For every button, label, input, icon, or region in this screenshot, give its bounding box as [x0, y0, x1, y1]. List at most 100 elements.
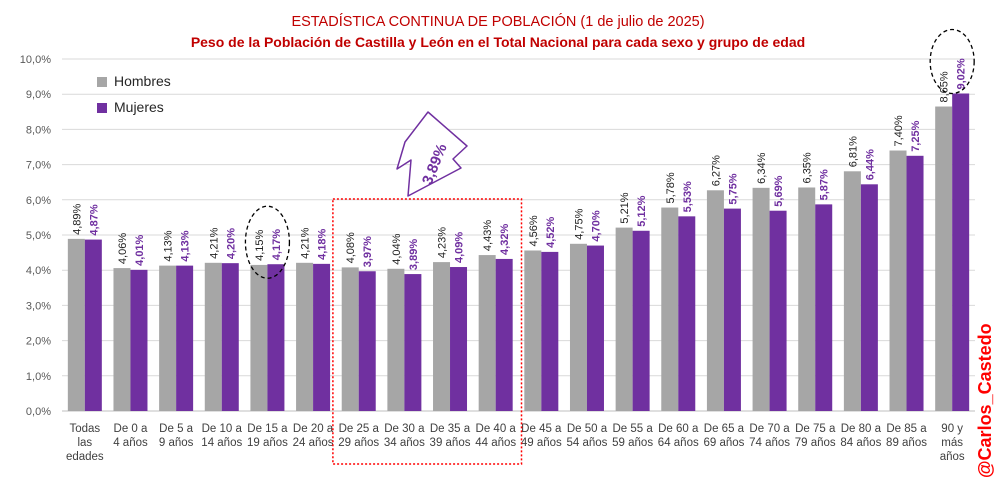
- y-tick-label: 4,0%: [26, 265, 51, 277]
- data-label-hombres: 4,04%: [391, 233, 403, 264]
- chart-subtitle: Peso de la Población de Castilla y León …: [191, 34, 805, 50]
- data-label-mujeres: 5,75%: [727, 173, 739, 204]
- bar-mujeres: [769, 210, 787, 411]
- bar-hombres: [524, 250, 542, 411]
- y-tick-label: 5,0%: [26, 230, 51, 242]
- legend-swatch: [97, 103, 107, 113]
- x-tick-label: 74 años: [749, 437, 790, 449]
- x-tick-label: 34 años: [384, 437, 425, 449]
- data-label-mujeres: 4,32%: [499, 224, 511, 255]
- data-label-hombres: 5,78%: [665, 172, 677, 203]
- data-label-hombres: 4,89%: [71, 203, 83, 234]
- x-tick-label: 14 años: [201, 437, 242, 449]
- bar-mujeres: [952, 93, 970, 411]
- x-tick-label: De 65 a: [704, 423, 745, 435]
- bar-hombres: [615, 227, 633, 411]
- bar-hombres: [661, 207, 679, 411]
- data-label-mujeres: 5,53%: [682, 181, 694, 212]
- data-label-hombres: 4,21%: [208, 227, 220, 258]
- x-tick-label: De 30 a: [384, 423, 425, 435]
- data-label-hombres: 4,23%: [437, 227, 449, 258]
- data-label-mujeres: 4,18%: [317, 228, 329, 259]
- bar-mujeres: [313, 263, 331, 411]
- watermark: @Carlos_Castedo: [975, 323, 995, 478]
- x-tick-label: De 20 a: [293, 423, 334, 435]
- highlight-box: [332, 198, 523, 465]
- bar-hombres: [159, 265, 177, 411]
- x-tick-label: 19 años: [247, 437, 288, 449]
- annotations-layer: 3,89%: [244, 28, 975, 465]
- x-tick-label: De 75 a: [795, 423, 836, 435]
- legend-label: Hombres: [114, 73, 171, 89]
- x-tick-label: De 60 a: [658, 423, 699, 435]
- x-tick-label: más: [941, 437, 963, 449]
- bar-mujeres: [723, 208, 741, 411]
- y-tick-label: 2,0%: [26, 336, 51, 348]
- bar-mujeres: [267, 264, 285, 411]
- bar-hombres: [67, 238, 85, 411]
- x-tick-label: De 15 a: [247, 423, 288, 435]
- x-tick-label: 49 años: [521, 437, 562, 449]
- y-tick-label: 6,0%: [26, 195, 51, 207]
- x-tick-label: 69 años: [703, 437, 744, 449]
- bar-mujeres: [860, 184, 878, 411]
- circle-highlight: [929, 28, 975, 95]
- x-tick-label: 39 años: [430, 437, 471, 449]
- y-tick-label: 9,0%: [26, 89, 51, 101]
- bar-hombres: [935, 106, 953, 412]
- bar-hombres: [341, 267, 359, 411]
- x-tick-label: De 10 a: [202, 423, 243, 435]
- callout-arrow: [396, 111, 468, 197]
- data-label-hombres: 6,34%: [756, 152, 768, 183]
- data-label-hombres: 8,65%: [939, 71, 951, 102]
- bar-hombres: [478, 255, 496, 411]
- y-tick-label: 3,0%: [26, 300, 51, 312]
- x-tick-label: De 50 a: [567, 423, 608, 435]
- x-tick-label: 79 años: [795, 437, 836, 449]
- data-label-hombres: 4,13%: [163, 230, 175, 261]
- bar-mujeres: [495, 258, 513, 411]
- bar-hombres: [113, 268, 131, 411]
- legend-label: Mujeres: [114, 99, 164, 115]
- bar-mujeres: [130, 269, 148, 411]
- bar-mujeres: [221, 263, 239, 411]
- bar-mujeres: [404, 274, 422, 411]
- x-tick-label: 59 años: [612, 437, 653, 449]
- data-label-mujeres: 6,44%: [864, 149, 876, 180]
- bar-hombres: [843, 171, 861, 411]
- data-label-hombres: 4,43%: [482, 220, 494, 251]
- bar-mujeres: [176, 265, 194, 411]
- x-tick-label: De 40 a: [476, 423, 517, 435]
- bar-mujeres: [586, 245, 604, 411]
- bar-hombres: [752, 187, 770, 411]
- y-tick-label: 10,0%: [20, 54, 51, 66]
- bar-hombres: [387, 268, 405, 411]
- x-tick-label: 29 años: [338, 437, 379, 449]
- data-label-mujeres: 5,87%: [819, 169, 831, 200]
- bar-hombres: [706, 190, 724, 411]
- y-tick-label: 7,0%: [26, 160, 51, 172]
- data-label-hombres: 6,35%: [802, 152, 814, 183]
- data-label-mujeres: 9,02%: [956, 58, 968, 89]
- x-tick-label: De 5 a: [159, 423, 193, 435]
- x-tick-label: De 55 a: [612, 423, 653, 435]
- bar-mujeres: [632, 230, 650, 411]
- x-tick-label: edades: [66, 451, 104, 463]
- data-label-mujeres: 4,52%: [545, 216, 557, 247]
- data-label-hombres: 5,21%: [619, 192, 631, 223]
- data-label-hombres: 4,06%: [117, 233, 129, 264]
- y-tick-label: 1,0%: [26, 371, 51, 383]
- data-label-mujeres: 4,17%: [271, 229, 283, 260]
- legend-swatch: [97, 77, 107, 87]
- x-tick-label: años: [940, 451, 965, 463]
- bar-hombres: [569, 243, 587, 411]
- data-label-hombres: 4,75%: [573, 208, 585, 239]
- x-tick-label: 84 años: [840, 437, 881, 449]
- data-label-mujeres: 4,01%: [134, 234, 146, 265]
- x-tick-label: Todas: [69, 423, 100, 435]
- data-label-mujeres: 5,12%: [636, 195, 648, 226]
- bar-mujeres: [815, 204, 833, 411]
- bar-hombres: [433, 262, 451, 411]
